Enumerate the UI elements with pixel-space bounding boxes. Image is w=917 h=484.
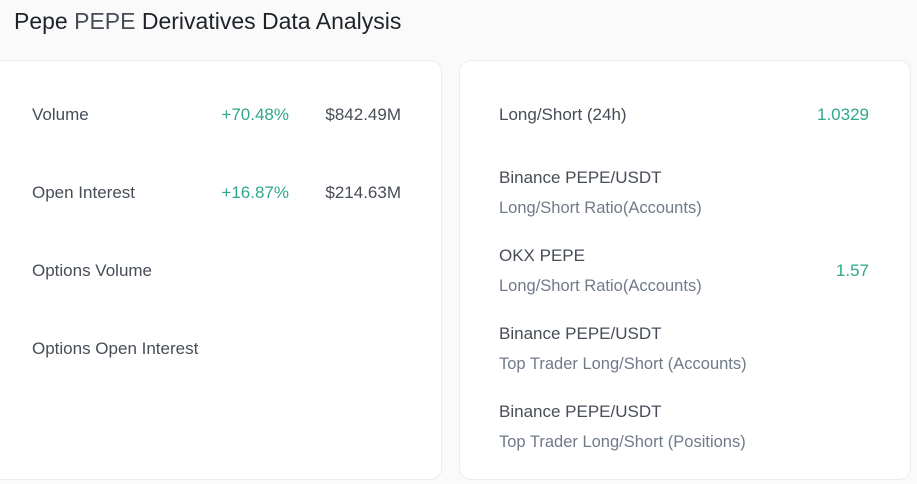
okx-pair-label: OKX PEPE [499,246,585,265]
title-text: Derivatives Data Analysis [141,8,402,34]
binance-top-trader-accounts-pair: Binance PEPE/USDT [499,324,662,343]
okx-long-short-accounts-row: OKX PEPE Long/Short Ratio(Accounts) 1.57 [460,244,910,298]
long-short-card: Long/Short (24h) 1.0329 Binance PEPE/USD… [459,60,911,480]
coin-symbol: PEPE [74,8,136,34]
options-open-interest-row: Options Open Interest [0,335,441,363]
volume-amount: $842.49M [325,105,401,124]
long-short-24h-label: Long/Short (24h) [499,105,627,124]
options-open-interest-label: Options Open Interest [32,339,199,358]
binance-top-trader-positions-pair: Binance PEPE/USDT [499,402,662,421]
volume-label: Volume [32,105,89,124]
okx-ratio-accounts-label: Long/Short Ratio(Accounts) [499,277,702,295]
binance-top-trader-positions-label: Top Trader Long/Short (Positions) [499,433,746,451]
okx-ratio-accounts-value: 1.57 [835,261,869,280]
binance-top-trader-accounts-label: Top Trader Long/Short (Accounts) [499,355,747,373]
binance-ratio-accounts-label: Long/Short Ratio(Accounts) [499,199,702,217]
volume-row: Volume +70.48% $842.49M [0,101,441,129]
long-short-24h-row: Long/Short (24h) 1.0329 [460,103,910,127]
binance-top-trader-accounts-row: Binance PEPE/USDT Top Trader Long/Short … [460,322,910,376]
options-volume-label: Options Volume [32,261,153,280]
options-volume-row: Options Volume [0,257,441,285]
binance-top-trader-positions-row: Binance PEPE/USDT Top Trader Long/Short … [460,400,910,454]
open-interest-row: Open Interest +16.87% $214.63M [0,179,441,207]
open-interest-change: +16.87% [221,183,289,202]
derivatives-volume-card: Volume +70.48% $842.49M Open Interest +1… [0,60,442,480]
binance-long-short-accounts-row: Binance PEPE/USDT Long/Short Ratio(Accou… [460,166,910,220]
open-interest-label: Open Interest [32,183,136,202]
page-title: Pepe PEPE Derivatives Data Analysis [14,7,401,35]
binance-pair-label: Binance PEPE/USDT [499,168,662,187]
long-short-24h-value: 1.0329 [817,105,869,124]
open-interest-amount: $214.63M [325,183,401,202]
volume-change: +70.48% [221,105,289,124]
coin-name: Pepe [14,8,68,34]
